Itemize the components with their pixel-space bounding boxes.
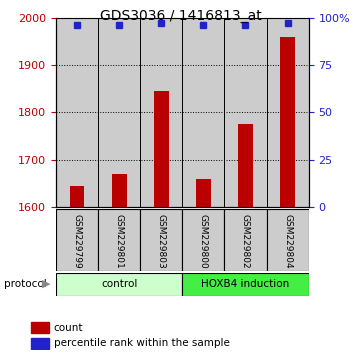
Bar — [31, 322, 49, 333]
Bar — [182, 273, 309, 296]
Bar — [56, 18, 98, 207]
Text: protocol: protocol — [4, 279, 46, 289]
Text: control: control — [101, 279, 137, 289]
Text: GSM229800: GSM229800 — [199, 214, 208, 269]
Text: GSM229802: GSM229802 — [241, 214, 250, 268]
Text: ▶: ▶ — [42, 279, 50, 289]
Bar — [182, 209, 225, 271]
Bar — [140, 18, 182, 207]
Bar — [98, 209, 140, 271]
Text: GSM229801: GSM229801 — [115, 214, 123, 269]
Bar — [56, 273, 182, 296]
Text: count: count — [54, 322, 83, 332]
Bar — [225, 209, 266, 271]
Bar — [56, 209, 98, 271]
Bar — [266, 209, 309, 271]
Bar — [225, 18, 266, 207]
Bar — [266, 18, 309, 207]
Bar — [182, 18, 225, 207]
Bar — [98, 18, 140, 207]
Bar — [140, 209, 182, 271]
Text: GDS3036 / 1416813_at: GDS3036 / 1416813_at — [100, 9, 261, 23]
Bar — [112, 174, 126, 207]
Text: GSM229799: GSM229799 — [73, 214, 82, 269]
Bar — [196, 179, 211, 207]
Text: GSM229804: GSM229804 — [283, 214, 292, 268]
Bar — [31, 338, 49, 349]
Bar — [154, 91, 169, 207]
Text: GSM229803: GSM229803 — [157, 214, 166, 269]
Text: percentile rank within the sample: percentile rank within the sample — [54, 338, 230, 348]
Bar — [70, 186, 84, 207]
Bar — [280, 37, 295, 207]
Bar — [238, 124, 253, 207]
Text: HOXB4 induction: HOXB4 induction — [201, 279, 290, 289]
